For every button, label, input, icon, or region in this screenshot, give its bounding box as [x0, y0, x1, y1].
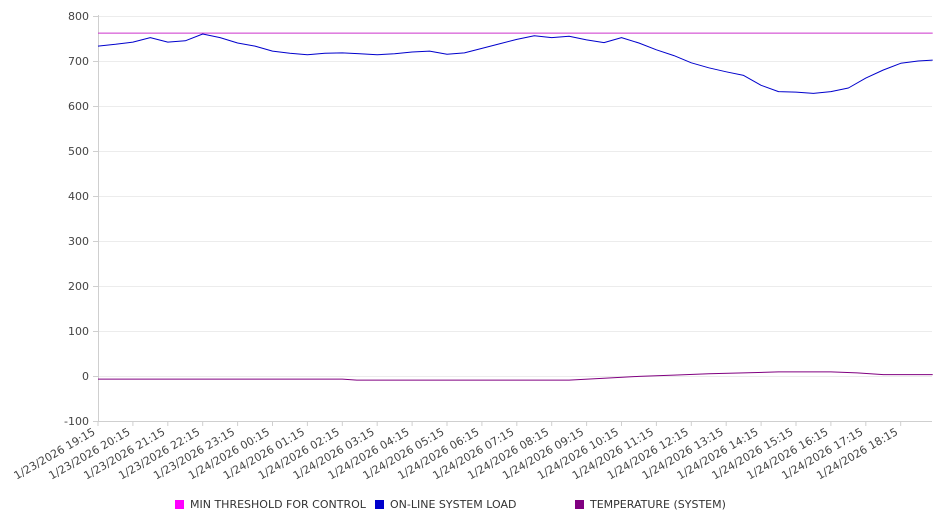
- y-tick-label: 500: [68, 145, 89, 158]
- y-tick-label: -100: [64, 415, 89, 428]
- legend-label: ON-LINE SYSTEM LOAD: [390, 498, 517, 511]
- y-tick-labels: -100 0 100 200 300 400 500 600 700 800: [64, 10, 89, 428]
- legend-item-system-load[interactable]: ON-LINE SYSTEM LOAD: [375, 497, 516, 513]
- legend-item-temperature[interactable]: TEMPERATURE (SYSTEM): [575, 497, 726, 513]
- legend-swatch-icon: [175, 500, 184, 509]
- legend-swatch-icon: [575, 500, 584, 509]
- series-lines: [97, 32, 933, 381]
- series-line-system-load: [97, 33, 933, 94]
- x-tick-labels: 1/23/2026 19:151/23/2026 20:151/23/2026 …: [12, 425, 901, 482]
- legend-label: MIN THRESHOLD FOR CONTROL: [190, 498, 366, 511]
- y-tick-label: 100: [68, 325, 89, 338]
- y-tick-label: 600: [68, 100, 89, 113]
- y-tick-label: 800: [68, 10, 89, 23]
- y-tick-label: 300: [68, 235, 89, 248]
- y-tick-label: 700: [68, 55, 89, 68]
- gridlines: [93, 16, 932, 426]
- y-tick-label: 400: [68, 190, 89, 203]
- series-line-temperature: [98, 371, 933, 381]
- legend-item-min-threshold[interactable]: MIN THRESHOLD FOR CONTROL: [175, 497, 366, 513]
- legend-label: TEMPERATURE (SYSTEM): [590, 498, 726, 511]
- legend: MIN THRESHOLD FOR CONTROL ON-LINE SYSTEM…: [0, 497, 946, 515]
- legend-swatch-icon: [375, 500, 384, 509]
- axes: [98, 15, 932, 422]
- y-tick-label: 200: [68, 280, 89, 293]
- y-tick-label: 0: [82, 370, 89, 383]
